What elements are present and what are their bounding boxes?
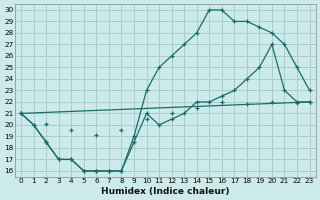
X-axis label: Humidex (Indice chaleur): Humidex (Indice chaleur) [101,187,229,196]
